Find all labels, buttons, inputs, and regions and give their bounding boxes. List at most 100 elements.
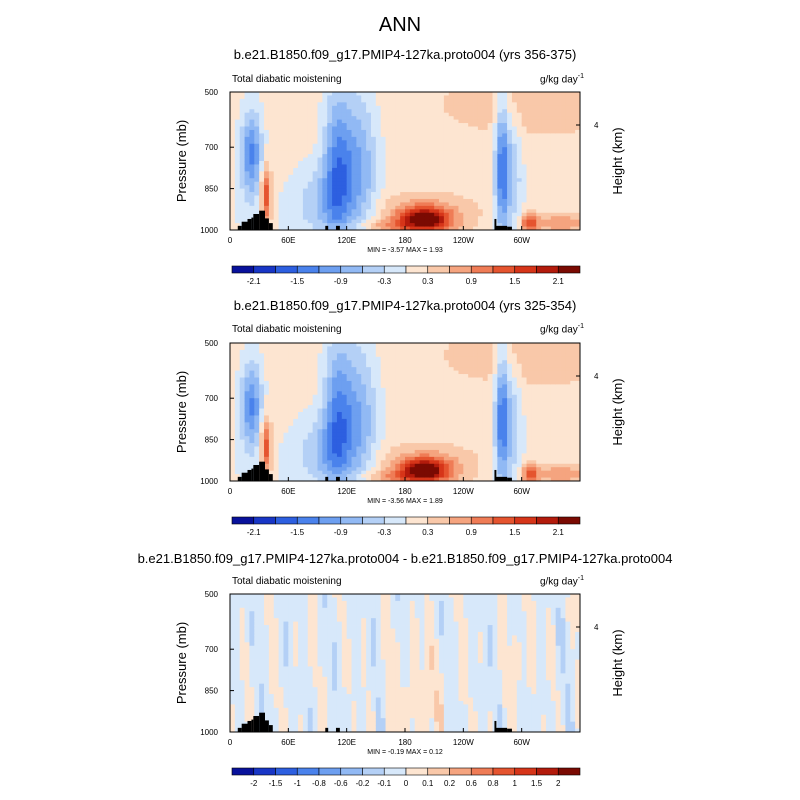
heatmap-cell [307,460,314,465]
heatmap-cell [346,422,352,427]
heatmap-cell [230,405,236,409]
heatmap-cell [409,95,416,100]
heatmap-cell [259,391,265,396]
heatmap-cell [254,429,260,434]
heatmap-cell [414,223,420,227]
heatmap-cell [239,202,245,207]
heatmap-cell [366,147,372,152]
heatmap-cell [361,443,367,447]
heatmap-cell [234,98,241,103]
heatmap-cell [293,143,299,148]
heatmap-cell [390,119,396,124]
heatmap-cell [234,195,241,200]
heatmap-cell [400,412,406,416]
heatmap-cell [555,202,561,207]
heatmap-cell [565,216,571,221]
heatmap-cell [370,150,377,155]
heatmap-cell [448,181,455,186]
heatmap-cell [351,216,357,221]
heatmap-cell [273,467,280,472]
heatmap-cell [409,380,416,385]
heatmap-cell [293,401,299,406]
heatmap-cell [448,398,455,403]
heatmap-cell [336,188,343,193]
heatmap-cell [473,126,479,131]
heatmap-cell [307,161,314,165]
heatmap-cell [390,188,396,193]
heatmap-cell [366,202,372,207]
heatmap-cell [254,126,260,131]
heatmap-cell [332,456,338,461]
heatmap-cell [497,136,503,141]
heatmap-cell [268,463,275,468]
heatmap-cell [283,394,289,399]
heatmap-cell [468,123,474,127]
heatmap-cell [565,174,571,179]
heatmap-cell [307,178,314,183]
heatmap-cell [356,456,362,461]
heatmap-cell [317,343,323,347]
heatmap-cell [234,216,241,221]
heatmap-cell [317,178,323,183]
heatmap-cell [244,195,250,200]
heatmap-cell [327,129,333,134]
heatmap-cell [361,140,367,145]
heatmap-cell [419,405,425,409]
heatmap-cell [341,429,348,434]
heatmap-cell [390,363,396,368]
heatmap-cell [249,164,255,169]
heatmap-cell [293,140,299,145]
heatmap-cell [283,136,289,141]
heatmap-cell [293,346,299,351]
heatmap-cell [492,195,498,200]
heatmap-cell [298,212,304,217]
heatmap-cell [288,167,294,172]
heatmap-cell [424,209,430,214]
heatmap-cell [502,109,508,114]
heatmap-cell [264,188,270,193]
heatmap-cell [531,171,537,176]
heatmap-cell [370,195,377,200]
heatmap-cell [268,456,275,461]
heatmap-cell [356,470,362,475]
heatmap-cell [473,374,479,378]
heatmap-cell [234,418,241,423]
heatmap-cell [244,429,250,434]
heatmap-cell [385,356,391,361]
heatmap-cell [516,198,523,203]
heatmap-cell [531,216,537,221]
heatmap-cell [336,377,343,382]
heatmap-cell [230,171,236,176]
heatmap-cell [298,209,304,214]
heatmap-cell [477,174,484,179]
heatmap-cell [278,474,284,478]
heatmap-cell [395,143,401,148]
heatmap-cell [302,112,309,117]
heatmap-cell [507,205,513,210]
heatmap-cell [405,205,411,210]
heatmap-cell [264,391,270,396]
heatmap-cell [341,102,348,107]
heatmap-cell [356,178,362,183]
heatmap-cell [482,147,489,152]
heatmap-cell [439,129,445,134]
heatmap-cell [366,105,372,110]
heatmap-cell [361,188,367,193]
heatmap-cell [288,188,294,193]
heatmap-cell [346,394,352,399]
heatmap-cell [322,443,328,447]
heatmap-cell [400,349,406,354]
heatmap-cell [458,167,464,172]
heatmap-cell [560,226,566,231]
heatmap-cell [448,439,455,444]
heatmap-cell [434,436,440,440]
heatmap-cell [516,112,523,117]
heatmap-cell [234,219,241,224]
heatmap-cell [307,474,314,478]
heatmap-cell [278,398,284,403]
heatmap-cell [424,219,430,224]
heatmap-cell [395,226,401,231]
heatmap-cell [419,219,425,224]
heatmap-cell [254,192,260,196]
heatmap-cell [336,415,343,420]
